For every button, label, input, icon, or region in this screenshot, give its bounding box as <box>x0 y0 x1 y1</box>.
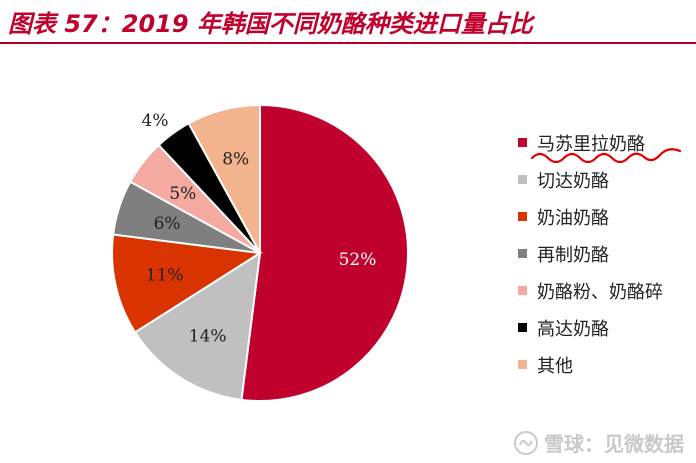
watermark: 雪球：见微数据 <box>514 428 684 457</box>
snowball-logo-icon <box>514 430 538 455</box>
pie-slice-1 <box>240 103 409 402</box>
legend-label: 奶油奶酪 <box>537 207 609 229</box>
slice-value-label-3: 11% <box>146 265 184 285</box>
pie-slice-2 <box>133 251 262 401</box>
legend-swatch <box>518 175 527 184</box>
slice-value-label-5: 5% <box>169 184 196 204</box>
legend-label: 再制奶酪 <box>537 244 609 266</box>
slice-value-label-6: 4% <box>142 111 169 131</box>
legend-item-5: 奶酪粉、奶酪碎 <box>518 272 663 309</box>
legend-label: 切达奶酪 <box>537 170 609 192</box>
legend-swatch <box>518 212 527 221</box>
chart-title: 图表 57：2019 年韩国不同奶酪种类进口量占比 <box>8 10 533 38</box>
legend-swatch <box>518 360 527 369</box>
legend-item-7: 其他 <box>518 346 663 383</box>
legend-item-4: 再制奶酪 <box>518 235 663 272</box>
slice-value-label-1: 52% <box>339 250 377 270</box>
legend-swatch <box>518 323 527 332</box>
slice-value-label-2: 14% <box>189 326 227 346</box>
handwritten-underline <box>530 148 682 164</box>
chart-legend: 马苏里拉奶酪 切达奶酪奶油奶酪再制奶酪奶酪粉、奶酪碎 高达奶酪其他 <box>518 124 663 383</box>
legend-swatch <box>518 249 527 258</box>
slice-value-label-4: 6% <box>154 214 181 234</box>
legend-item-3: 奶油奶酪 <box>518 198 663 235</box>
slice-value-label-7: 8% <box>222 149 249 169</box>
legend-swatch <box>518 286 527 295</box>
legend-label: 马苏里拉奶酪 <box>537 133 645 155</box>
legend-item-6: 高达奶酪 <box>518 309 663 346</box>
watermark-text: 雪球：见微数据 <box>544 432 684 456</box>
legend-swatch <box>518 138 527 147</box>
legend-item-2: 切达奶酪 <box>518 161 663 198</box>
legend-label: 高达奶酪 <box>537 318 609 340</box>
legend-label: 奶酪粉、奶酪碎 <box>537 281 663 303</box>
legend-item-1: 马苏里拉奶酪 <box>518 124 663 161</box>
legend-label: 其他 <box>537 355 573 377</box>
title-underline <box>0 42 696 44</box>
pie-slice-7 <box>187 103 261 254</box>
pie-slice-3 <box>111 233 263 334</box>
